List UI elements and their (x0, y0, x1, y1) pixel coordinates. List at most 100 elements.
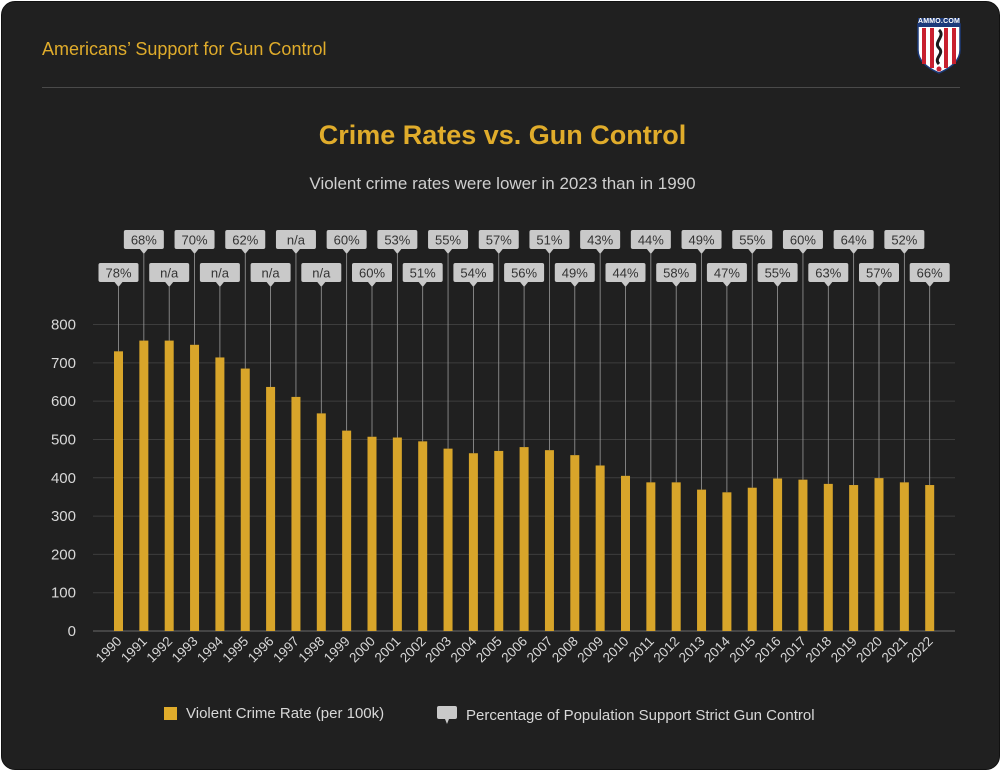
support-callout: 63% (808, 263, 849, 287)
bar[interactable] (722, 492, 732, 631)
support-label: 55% (435, 233, 461, 248)
bar[interactable] (316, 413, 326, 631)
bar[interactable] (418, 441, 428, 631)
bar[interactable] (570, 455, 580, 631)
support-callout: 60% (782, 230, 823, 254)
callout-pointer (469, 282, 478, 287)
bar[interactable] (215, 357, 225, 631)
y-tick-label: 400 (51, 470, 76, 487)
x-tick-label: 2012 (650, 634, 682, 666)
bar[interactable] (139, 340, 149, 631)
callout-box (859, 263, 899, 282)
support-label: 44% (638, 233, 664, 248)
x-tick-label: 1998 (296, 634, 328, 666)
callout-box (225, 230, 266, 249)
bar[interactable] (899, 482, 909, 631)
support-callout: 62% (225, 230, 266, 254)
bar[interactable] (392, 437, 402, 631)
y-tick-label: 500 (51, 431, 76, 448)
bar[interactable] (114, 351, 123, 631)
support-callout: 49% (554, 263, 595, 287)
bar[interactable] (621, 475, 630, 631)
callout-pointer (393, 249, 402, 254)
bar[interactable] (849, 485, 859, 631)
support-label: 58% (663, 266, 689, 281)
support-label: n/a (160, 266, 179, 281)
callout-pointer (748, 249, 757, 254)
legend-item-crime-rate[interactable]: Violent Crime Rate (per 100k) (164, 705, 384, 722)
bar[interactable] (544, 450, 554, 631)
support-callout: 49% (681, 230, 722, 254)
bar[interactable] (823, 483, 833, 631)
callout-box (402, 263, 443, 282)
bar[interactable] (874, 478, 884, 631)
support-label: 66% (917, 266, 943, 281)
bar[interactable] (291, 396, 301, 631)
callout-pointer (241, 249, 250, 254)
x-tick-label: 2018 (803, 634, 835, 666)
support-callout: 55% (732, 230, 773, 254)
bar[interactable] (443, 448, 453, 631)
callout-box (808, 263, 849, 282)
callout-pointer (494, 249, 503, 254)
callout-pointer (520, 282, 529, 287)
y-tick-label: 700 (51, 355, 76, 372)
callout-box (605, 263, 646, 282)
x-tick-label: 2013 (676, 634, 708, 666)
bar[interactable] (747, 487, 757, 631)
callout-box (275, 230, 316, 249)
support-callout: 44% (630, 230, 671, 254)
legend: Violent Crime Rate (per 100k) Percentage… (0, 705, 1001, 727)
callout-pointer (266, 282, 275, 287)
x-tick-label: 1999 (321, 634, 353, 666)
support-label: 60% (790, 233, 816, 248)
callout-box (174, 230, 215, 249)
bar[interactable] (595, 465, 605, 631)
callout-pointer (672, 282, 681, 287)
support-callout: 54% (453, 263, 494, 287)
callout-pointer (139, 249, 148, 254)
callout-pointer (342, 249, 351, 254)
support-callout: n/a (199, 263, 240, 287)
callout-pointer (798, 249, 807, 254)
callout-box (504, 263, 545, 282)
x-tick-label: 2000 (346, 634, 378, 666)
support-callout: 70% (174, 230, 215, 254)
y-tick-label: 100 (51, 585, 76, 602)
callout-box (98, 263, 139, 282)
y-tick-label: 600 (51, 393, 76, 410)
bar[interactable] (798, 479, 808, 631)
bar[interactable] (671, 482, 681, 631)
legend-item-support[interactable]: Percentage of Population Support Strict … (436, 705, 815, 725)
bar[interactable] (519, 447, 529, 631)
x-tick-label: 2001 (372, 634, 404, 666)
bar[interactable] (164, 340, 174, 631)
support-label: 78% (105, 266, 131, 281)
chart-title: Crime Rates vs. Gun Control (318, 120, 687, 150)
bar[interactable] (646, 482, 656, 631)
bar[interactable] (367, 436, 377, 631)
bar[interactable] (342, 430, 352, 631)
callout-pointer (545, 249, 554, 254)
support-callout: n/a (301, 263, 342, 287)
x-tick-label: 1992 (143, 634, 175, 666)
support-label: 63% (815, 266, 841, 281)
callout-pointer (875, 282, 883, 287)
support-callout: 55% (757, 263, 798, 287)
bar[interactable] (240, 368, 250, 631)
bar[interactable] (494, 450, 504, 631)
x-tick-label: 2007 (524, 634, 556, 666)
callout-pointer (621, 282, 630, 287)
bar[interactable] (697, 489, 707, 631)
y-tick-label: 300 (51, 508, 76, 525)
x-tick-label: 2014 (701, 633, 733, 665)
bar[interactable] (925, 485, 935, 631)
support-label: n/a (287, 233, 306, 248)
bar[interactable] (773, 478, 783, 631)
bar[interactable] (468, 453, 478, 631)
callout-pointer (697, 249, 706, 254)
bar[interactable] (266, 386, 276, 631)
chart-subtitle: Violent crime rates were lower in 2023 t… (309, 174, 696, 193)
bar[interactable] (190, 344, 200, 631)
ammo-logo (917, 18, 961, 74)
